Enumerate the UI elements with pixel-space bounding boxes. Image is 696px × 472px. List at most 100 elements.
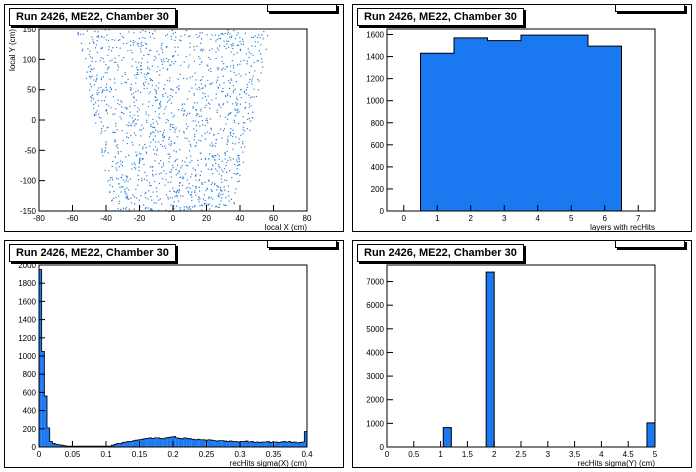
scatter-point (160, 59, 162, 61)
scatter-point (100, 121, 102, 123)
scatter-point (198, 86, 200, 88)
scatter-point (108, 49, 110, 51)
scatter-point (164, 145, 166, 147)
scatter-point (228, 195, 230, 197)
scatter-point (190, 176, 192, 178)
scatter-point (91, 69, 93, 71)
scatter-point (166, 57, 168, 60)
scatter-point (161, 203, 163, 205)
histogram-bar (52, 443, 56, 447)
scatter-point (231, 35, 233, 37)
scatter-point (219, 203, 221, 206)
scatter-point (232, 84, 234, 87)
y-tick-label: -100 (20, 177, 37, 186)
scatter-point (200, 152, 202, 154)
scatter-point (105, 64, 107, 66)
scatter-point (133, 196, 135, 198)
scatter-point (153, 132, 155, 134)
scatter-point (220, 178, 222, 180)
scatter-point (169, 64, 171, 66)
scatter-point (143, 73, 145, 75)
x-tick-label: 40 (236, 214, 245, 223)
scatter-point (109, 91, 111, 93)
scatter-point (189, 35, 191, 37)
scatter-point (217, 76, 219, 78)
scatter-point (183, 113, 185, 115)
scatter-point (199, 190, 201, 192)
scatter-point (193, 94, 195, 96)
scatter-point (195, 194, 197, 196)
y-tick-label: 0 (32, 443, 37, 452)
scatter-point (191, 196, 193, 198)
scatter-point (186, 29, 188, 32)
scatter-point (171, 96, 174, 98)
x-tick-label: 0 (402, 214, 407, 223)
scatter-point (151, 80, 154, 82)
scatter-point (216, 111, 218, 113)
scatter-point (139, 68, 141, 70)
scatter-point (217, 86, 219, 88)
scatter-point (159, 102, 161, 104)
scatter-point (199, 125, 201, 127)
scatter-point (168, 161, 170, 163)
histogram-bar (521, 35, 555, 211)
scatter-point (95, 122, 97, 124)
scatter-point (140, 62, 142, 64)
scatter-point (236, 159, 238, 161)
scatter-point (248, 51, 250, 53)
scatter-point (153, 126, 155, 128)
scatter-point (114, 113, 116, 115)
scatter-point (163, 88, 165, 90)
scatter-point (111, 59, 113, 61)
scatter-point (201, 38, 203, 40)
x-tick-label: 1.5 (462, 450, 474, 459)
scatter-point (104, 72, 106, 74)
scatter-point (212, 173, 214, 175)
scatter-point (169, 190, 171, 192)
scatter-point (228, 200, 230, 202)
scatter-point (130, 124, 132, 126)
scatter-point (126, 132, 128, 134)
scatter-point (141, 158, 143, 160)
scatter-point (141, 57, 143, 60)
scatter-point (113, 61, 115, 63)
scatter-point (217, 185, 219, 187)
histogram-outline (420, 34, 622, 211)
scatter-point (80, 42, 83, 44)
scatter-point (219, 115, 221, 117)
scatter-point (211, 82, 213, 84)
scatter-point (233, 64, 235, 67)
scatter-point (121, 101, 123, 103)
scatter-point (193, 60, 195, 62)
scatter-point (257, 78, 259, 80)
scatter-point (248, 94, 250, 96)
y-tick-label: 2000 (366, 396, 384, 405)
scatter-point (147, 68, 149, 70)
scatter-point (179, 149, 181, 151)
scatter-point (97, 31, 99, 33)
scatter-point (138, 37, 140, 39)
scatter-point (158, 74, 161, 76)
scatter-point (138, 179, 140, 181)
x-tick-label: 4 (599, 450, 604, 459)
scatter-point (226, 150, 228, 152)
scatter-point (236, 44, 238, 47)
scatter-point (115, 122, 117, 124)
scatter-point (131, 163, 133, 165)
scatter-point (122, 207, 125, 209)
scatter-point (220, 189, 222, 191)
scatter-point (239, 37, 241, 39)
scatter-point (257, 36, 259, 39)
scatter-point (195, 145, 197, 147)
scatter-point (225, 196, 227, 199)
x-tick-label: 2 (492, 450, 497, 459)
x-tick-label: 0.5 (408, 450, 420, 459)
scatter-point (142, 148, 144, 150)
scatter-point (217, 206, 219, 208)
scatter-point (148, 101, 150, 103)
histogram-bar (215, 441, 219, 447)
scatter-point (220, 33, 222, 35)
scatter-point (156, 50, 158, 52)
scatter-point (146, 43, 148, 45)
scatter-point (211, 168, 213, 170)
